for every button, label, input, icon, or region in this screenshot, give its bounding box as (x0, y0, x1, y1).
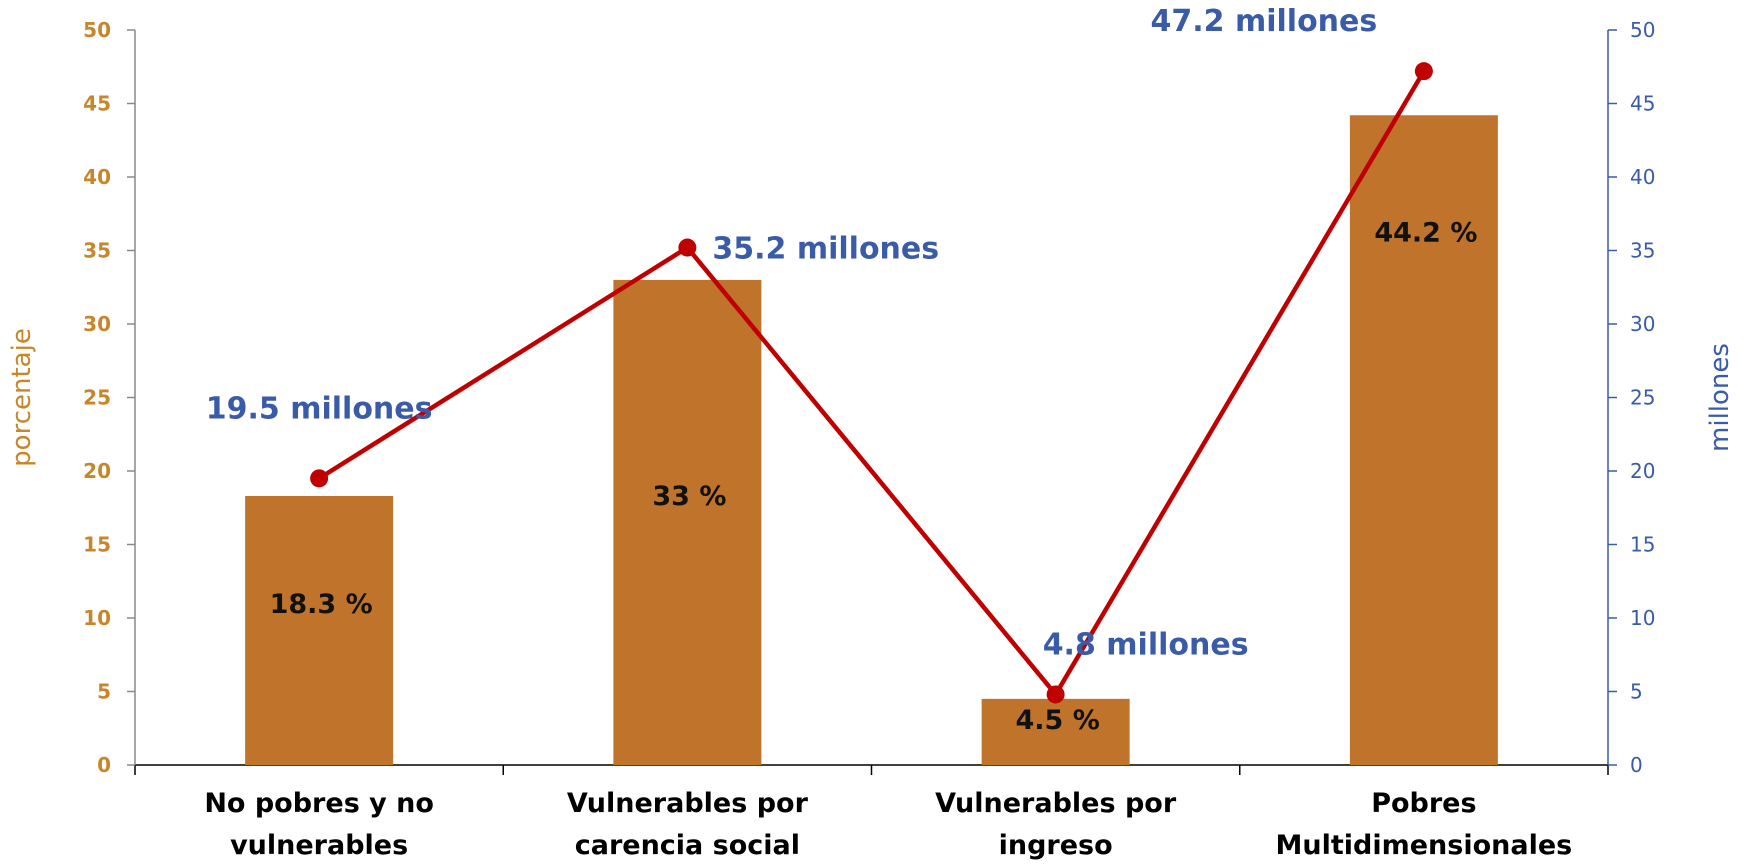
line-point (1414, 62, 1433, 81)
x-category-label: No pobres y no vulnerables (204, 788, 434, 861)
line-path (317, 70, 1426, 697)
bar-value-label: 33 % (652, 481, 726, 512)
y-tick-label-right: 10 (1630, 606, 1655, 630)
x-category-label: Pobres Multidimensionales (1276, 788, 1573, 861)
y-tick-label-left: 10 (83, 606, 111, 630)
x-category-label-line: Pobres (1371, 788, 1476, 819)
bar-value-label: 44.2 % (1374, 217, 1477, 248)
line-point (678, 238, 697, 257)
y-tick-label-right: 5 (1630, 680, 1643, 704)
y-tick-label-left: 25 (83, 386, 111, 410)
y-axis-right-title: millones (1705, 343, 1735, 452)
x-category-label-line: Vulnerables por (567, 788, 809, 819)
axes: 0 0 5 5 10 10 15 15 20 20 25 25 30 30 35 35 40 40 45 45 50 50 (83, 18, 1655, 777)
line-value-label: 35.2 millones (712, 232, 939, 267)
y-tick-label-left: 15 (83, 533, 111, 557)
labels: 18.3 % 33 % 4.5 % 44.2 % 19.5 millones 35.2 m… (204, 4, 1572, 861)
line-point (310, 469, 329, 488)
x-category-label: Vulnerables por carencia social (567, 788, 809, 861)
y-tick-label-right: 15 (1630, 533, 1655, 557)
y-tick-label-left: 5 (97, 680, 111, 704)
x-category-label-line: No pobres y no (204, 788, 434, 819)
y-axis-left-title: porcentaje (7, 328, 37, 467)
x-category-label-line: carencia social (575, 830, 800, 861)
y-tick-label-right: 25 (1630, 386, 1655, 410)
x-category-label-line: Multidimensionales (1276, 830, 1573, 861)
line-series (310, 62, 1433, 704)
y-tick-label-left: 30 (83, 312, 111, 336)
y-tick-label-left: 20 (83, 459, 111, 483)
y-tick-label-left: 35 (83, 239, 111, 263)
y-tick-label-left: 50 (83, 18, 111, 42)
x-category-label-line: vulnerables (230, 830, 408, 861)
bar (245, 495, 394, 765)
bar-value-label: 4.5 % (1015, 705, 1099, 736)
x-category-label: Vulnerables por ingreso (935, 788, 1177, 861)
y-tick-label-left: 45 (83, 92, 111, 116)
y-tick-label-right: 50 (1630, 18, 1655, 42)
line-value-label: 47.2 millones (1151, 4, 1378, 39)
bar (1349, 115, 1498, 765)
y-tick-label-left: 0 (97, 753, 111, 777)
y-tick-label-right: 40 (1630, 165, 1655, 189)
y-tick-label-right: 0 (1630, 753, 1643, 777)
bars (245, 115, 1498, 765)
x-category-label-line: Vulnerables por (935, 788, 1177, 819)
bar (613, 279, 762, 765)
y-tick-label-right: 35 (1630, 239, 1655, 263)
x-category-label-line: ingreso (999, 830, 1113, 861)
y-tick-label-right: 45 (1630, 92, 1655, 116)
bar-value-label: 18.3 % (270, 589, 373, 620)
line-value-label: 4.8 millones (1043, 627, 1249, 662)
y-tick-label-right: 20 (1630, 459, 1655, 483)
bar (981, 698, 1130, 765)
y-tick-label-left: 40 (83, 165, 111, 189)
line-value-label: 19.5 millones (206, 391, 433, 426)
line-point (1046, 685, 1065, 704)
y-tick-label-right: 30 (1630, 312, 1655, 336)
